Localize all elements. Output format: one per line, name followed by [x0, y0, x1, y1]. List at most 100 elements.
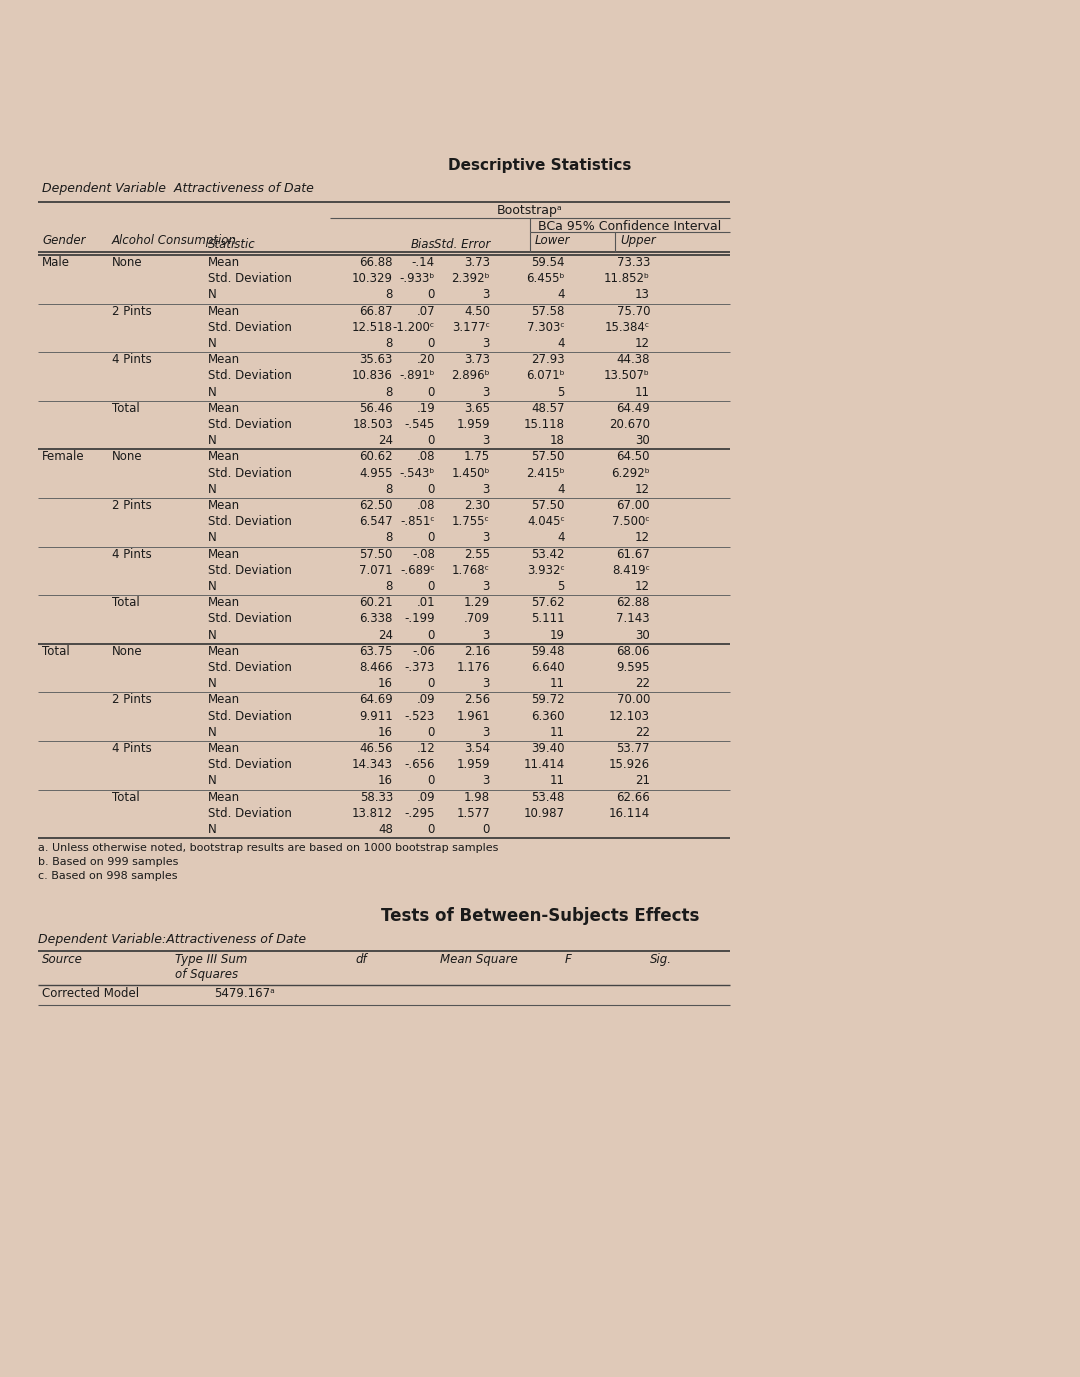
Text: 1.176: 1.176: [456, 661, 490, 673]
Text: -.14: -.14: [411, 256, 435, 269]
Text: Upper: Upper: [620, 234, 656, 246]
Text: N: N: [208, 580, 217, 593]
Text: 67.00: 67.00: [617, 498, 650, 512]
Text: Std. Deviation: Std. Deviation: [208, 613, 292, 625]
Text: 66.87: 66.87: [360, 304, 393, 318]
Text: 12: 12: [635, 580, 650, 593]
Text: 48.57: 48.57: [531, 402, 565, 414]
Text: 16.114: 16.114: [609, 807, 650, 819]
Text: N: N: [208, 434, 217, 448]
Text: 4.955: 4.955: [360, 467, 393, 479]
Text: 46.56: 46.56: [360, 742, 393, 755]
Text: Sig.: Sig.: [650, 953, 672, 967]
Text: 0: 0: [428, 532, 435, 544]
Text: .20: .20: [417, 353, 435, 366]
Text: 22: 22: [635, 726, 650, 739]
Text: -1.200ᶜ: -1.200ᶜ: [393, 321, 435, 333]
Text: 59.48: 59.48: [531, 644, 565, 658]
Text: Mean: Mean: [208, 304, 240, 318]
Text: Alcohol Consumption: Alcohol Consumption: [112, 234, 237, 246]
Text: 2 Pints: 2 Pints: [112, 498, 152, 512]
Text: 53.42: 53.42: [531, 548, 565, 560]
Text: 16: 16: [378, 774, 393, 788]
Text: None: None: [112, 256, 143, 269]
Text: 6.547: 6.547: [360, 515, 393, 529]
Text: 6.640: 6.640: [531, 661, 565, 673]
Text: -.06: -.06: [411, 644, 435, 658]
Text: N: N: [208, 483, 217, 496]
Text: 6.455ᵇ: 6.455ᵇ: [527, 273, 565, 285]
Text: 10.987: 10.987: [524, 807, 565, 819]
Text: 7.143: 7.143: [617, 613, 650, 625]
Text: 4: 4: [557, 483, 565, 496]
Text: 3: 3: [483, 677, 490, 690]
Text: 30: 30: [635, 434, 650, 448]
Text: 1.577: 1.577: [457, 807, 490, 819]
Text: 2.896ᵇ: 2.896ᵇ: [451, 369, 490, 383]
Text: Mean: Mean: [208, 402, 240, 414]
Text: 58.33: 58.33: [360, 790, 393, 804]
Text: Std. Deviation: Std. Deviation: [208, 321, 292, 333]
Text: 53.77: 53.77: [617, 742, 650, 755]
Text: Bootstrapᵃ: Bootstrapᵃ: [497, 204, 563, 218]
Text: 5479.167ᵃ: 5479.167ᵃ: [214, 987, 275, 1000]
Text: F: F: [565, 953, 571, 967]
Text: N: N: [208, 532, 217, 544]
Text: 53.48: 53.48: [531, 790, 565, 804]
Text: 9.595: 9.595: [617, 661, 650, 673]
Text: .07: .07: [417, 304, 435, 318]
Text: 8.466: 8.466: [360, 661, 393, 673]
Text: 3: 3: [483, 580, 490, 593]
Text: 75.70: 75.70: [617, 304, 650, 318]
Text: 12.103: 12.103: [609, 709, 650, 723]
Text: 3: 3: [483, 628, 490, 642]
Text: 1.961: 1.961: [456, 709, 490, 723]
Text: 24: 24: [378, 628, 393, 642]
Text: N: N: [208, 288, 217, 302]
Text: Mean: Mean: [208, 450, 240, 464]
Text: Gender: Gender: [42, 234, 85, 246]
Text: N: N: [208, 677, 217, 690]
Text: 2.415ᵇ: 2.415ᵇ: [526, 467, 565, 479]
Text: 56.46: 56.46: [360, 402, 393, 414]
Text: 3: 3: [483, 726, 490, 739]
Text: 35.63: 35.63: [360, 353, 393, 366]
Text: Type III Sum
of Squares: Type III Sum of Squares: [175, 953, 247, 982]
Text: 1.755ᶜ: 1.755ᶜ: [453, 515, 490, 529]
Text: 1.959: 1.959: [457, 759, 490, 771]
Text: 3.932ᶜ: 3.932ᶜ: [527, 563, 565, 577]
Text: 11.414: 11.414: [524, 759, 565, 771]
Text: 10.329: 10.329: [352, 273, 393, 285]
Text: 5: 5: [557, 580, 565, 593]
Text: None: None: [112, 644, 143, 658]
Text: 3: 3: [483, 774, 490, 788]
Text: 60.62: 60.62: [360, 450, 393, 464]
Text: Std. Deviation: Std. Deviation: [208, 807, 292, 819]
Text: .19: .19: [416, 402, 435, 414]
Text: 24: 24: [378, 434, 393, 448]
Text: 7.303ᶜ: 7.303ᶜ: [527, 321, 565, 333]
Text: -.689ᶜ: -.689ᶜ: [400, 563, 435, 577]
Text: 0: 0: [428, 434, 435, 448]
Text: 16: 16: [378, 726, 393, 739]
Text: 12: 12: [635, 337, 650, 350]
Text: 3.177ᶜ: 3.177ᶜ: [453, 321, 490, 333]
Text: 4 Pints: 4 Pints: [112, 548, 152, 560]
Text: .709: .709: [464, 613, 490, 625]
Text: -.295: -.295: [405, 807, 435, 819]
Text: Dependent Variable  Attractiveness of Date: Dependent Variable Attractiveness of Dat…: [42, 182, 314, 196]
Text: 4 Pints: 4 Pints: [112, 353, 152, 366]
Text: 6.360: 6.360: [531, 709, 565, 723]
Text: Mean: Mean: [208, 596, 240, 609]
Text: 11: 11: [550, 677, 565, 690]
Text: 70.00: 70.00: [617, 694, 650, 706]
Text: 62.66: 62.66: [617, 790, 650, 804]
Text: 0: 0: [428, 288, 435, 302]
Text: 11: 11: [550, 774, 565, 788]
Text: 8: 8: [386, 483, 393, 496]
Text: N: N: [208, 823, 217, 836]
Text: .08: .08: [417, 450, 435, 464]
Text: Total: Total: [112, 596, 139, 609]
Text: Mean Square: Mean Square: [440, 953, 517, 967]
Text: Total: Total: [112, 790, 139, 804]
